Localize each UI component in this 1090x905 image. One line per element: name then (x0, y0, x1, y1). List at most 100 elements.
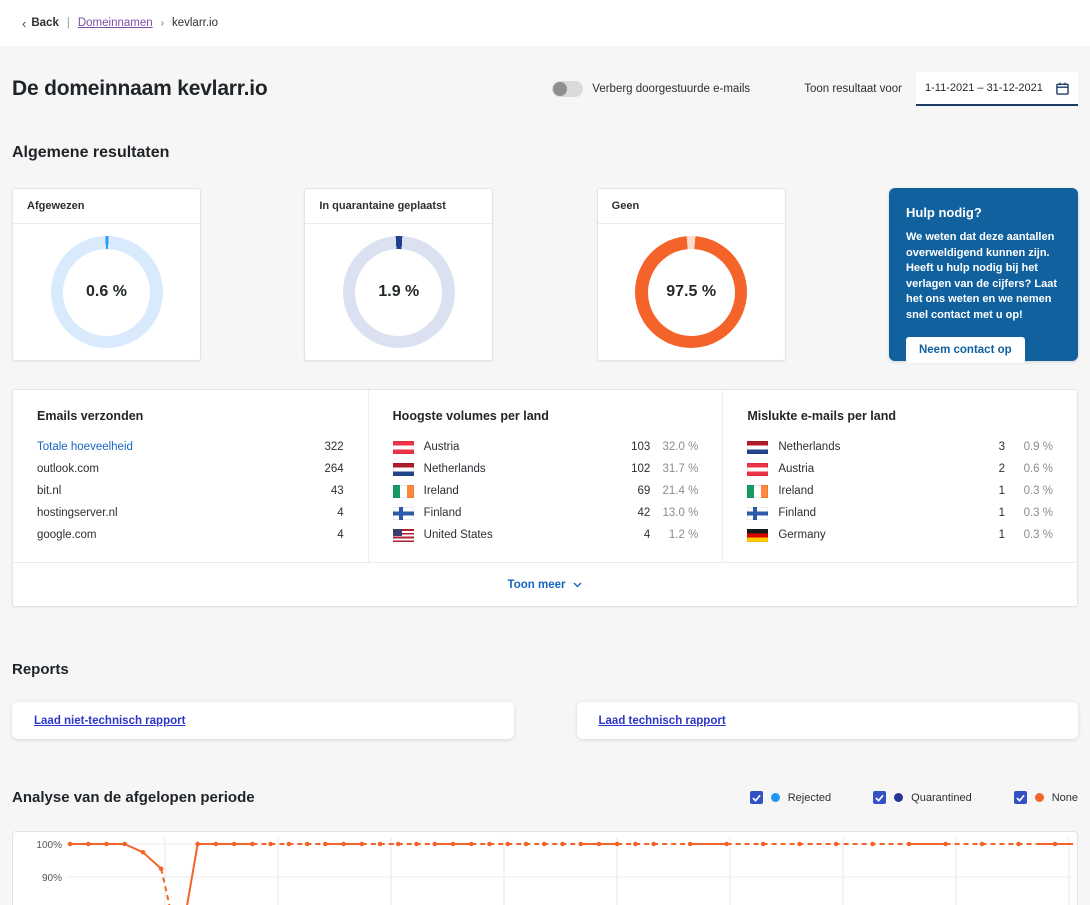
quarantined-checkbox[interactable] (873, 791, 887, 804)
country-count: 1 (998, 485, 1005, 497)
country-count: 103 (631, 441, 651, 453)
row-value: 322 (324, 441, 344, 453)
technical-report-link[interactable]: Laad technisch rapport (598, 714, 726, 727)
trend-line-chart: 100% 90% (36, 838, 1074, 905)
highest-volumes-heading: Hoogste volumes per land (392, 409, 549, 423)
trend-chart-card: 100% 90% (12, 831, 1078, 905)
quarantined-percentage: 1.9 % (378, 283, 420, 300)
none-card: Geen 97.5 % (596, 188, 786, 361)
row-label: google.com (37, 529, 97, 541)
table-row: Finland 42 13.0 % (392, 502, 698, 524)
ireland-flag (747, 484, 769, 498)
legend-item-none: None (1013, 791, 1078, 804)
none-card-title: Geen (597, 189, 785, 224)
breadcrumb-link-domeinnamen[interactable]: Domeinnamen (77, 17, 153, 29)
show-more-button[interactable]: Toon meer (13, 562, 1077, 606)
country-count: 102 (631, 463, 651, 475)
country-percent: 31.7 % (662, 463, 699, 475)
country-label: Ireland (778, 485, 814, 497)
country-percent: 0.6 % (1023, 463, 1053, 475)
contact-button[interactable]: Neem contact op (905, 336, 1025, 363)
back-button[interactable]: ‹ Back (22, 17, 59, 30)
row-value: 4 (337, 507, 344, 519)
country-percent: 0.3 % (1023, 507, 1053, 519)
table-row: Netherlands 102 31.7 % (392, 458, 699, 480)
ireland-flag (392, 484, 414, 498)
country-count: 1 (998, 507, 1005, 519)
svg-text:90%: 90% (42, 873, 62, 884)
toggle-knob (553, 82, 568, 96)
table-row: hostingserver.nl 4 (37, 502, 344, 524)
country-count: 4 (643, 529, 651, 541)
row-value: 43 (330, 485, 344, 497)
country-label: Ireland (423, 485, 459, 497)
chevron-down-icon (573, 582, 582, 587)
check-icon (1016, 794, 1025, 802)
country-count: 3 (998, 441, 1005, 453)
quarantined-dot-icon (894, 793, 904, 802)
toggle-label: Verberg doorgestuurde e-mails (592, 83, 751, 95)
back-label: Back (31, 17, 59, 29)
country-count: 2 (998, 463, 1005, 475)
country-label: Finland (778, 507, 817, 519)
legend-label: None (1051, 791, 1078, 804)
country-percent: 0.3 % (1023, 529, 1053, 541)
country-percent: 32.0 % (662, 441, 699, 453)
quarantined-donut-chart: 1.9 % (342, 236, 455, 348)
legend-label: Rejected (787, 791, 832, 804)
legend-label: Quarantined (911, 791, 972, 804)
none-checkbox[interactable] (1013, 791, 1027, 804)
non-technical-report-link[interactable]: Laad niet-technisch rapport (34, 714, 186, 727)
finland-flag (392, 506, 414, 520)
none-dot-icon (1034, 793, 1044, 802)
rejected-donut-chart: 0.6 % (50, 236, 163, 348)
netherlands-flag (747, 440, 769, 454)
table-row: Totale hoeveelheid 322 (37, 436, 344, 458)
hide-forwarded-toggle[interactable] (552, 81, 584, 97)
highest-volumes-column: Hoogste volumes per land Austria 103 32.… (367, 390, 723, 562)
table-row: google.com 4 (37, 524, 344, 546)
calendar-icon (1056, 82, 1069, 95)
show-more-label: Toon meer (507, 578, 566, 591)
table-row: Austria 103 32.0 % (392, 436, 699, 458)
technical-report-card: Laad technisch rapport (576, 702, 1078, 739)
table-row: Ireland 69 21.4 % (392, 480, 698, 502)
austria-flag (747, 462, 769, 476)
legend-item-quarantined: Quarantined (873, 791, 972, 804)
country-label: United States (423, 529, 493, 541)
rejected-checkbox[interactable] (749, 791, 763, 804)
failed-emails-column: Mislukte e-mails per land Netherlands 3 … (722, 390, 1077, 562)
none-percentage: 97.5 % (666, 283, 717, 300)
row-value: 264 (324, 463, 344, 475)
rejected-percentage: 0.6 % (86, 283, 127, 300)
none-donut-chart: 97.5 % (635, 236, 748, 348)
row-label: bit.nl (37, 485, 62, 497)
country-label: Netherlands (423, 463, 486, 475)
emails-sent-heading: Emails verzonden (37, 409, 144, 423)
country-percent: 0.3 % (1023, 485, 1053, 497)
svg-text:100%: 100% (36, 840, 62, 851)
country-count: 42 (637, 507, 651, 519)
table-row: Netherlands 3 0.9 % (747, 436, 1053, 458)
statistics-card: Emails verzonden Totale hoeveelheid 322 … (12, 389, 1078, 607)
row-value: 4 (337, 529, 344, 541)
table-row: Germany 1 0.3 % (747, 524, 1053, 546)
breadcrumb-current: kevlarr.io (171, 17, 219, 29)
failed-emails-heading: Mislukte e-mails per land (747, 409, 896, 423)
country-label: Finland (423, 507, 462, 519)
country-label: Austria (423, 441, 460, 453)
quarantined-card-title: In quarantaine geplaatst (305, 189, 493, 224)
quarantined-card: In quarantaine geplaatst 1.9 % (304, 188, 494, 361)
table-row: Finland 1 0.3 % (747, 502, 1053, 524)
total-amount-link[interactable]: Totale hoeveelheid (37, 441, 133, 453)
page-title: De domeinnaam kevlarr.io (12, 77, 268, 100)
date-range-input[interactable]: 1-11-2021 – 31-12-2021 (916, 72, 1078, 106)
non-technical-report-card: Laad niet-technisch rapport (12, 702, 514, 739)
general-results-heading: Algemene resultaten (12, 144, 170, 161)
table-row: Austria 2 0.6 % (747, 458, 1053, 480)
rejected-card: Afgewezen 0.6 % (12, 188, 201, 361)
help-card-text: We weten dat deze aantallen overweldigen… (905, 231, 1057, 322)
country-percent: 0.9 % (1023, 441, 1053, 453)
chevron-right-icon: › (160, 17, 164, 29)
chevron-left-icon: ‹ (22, 15, 27, 31)
